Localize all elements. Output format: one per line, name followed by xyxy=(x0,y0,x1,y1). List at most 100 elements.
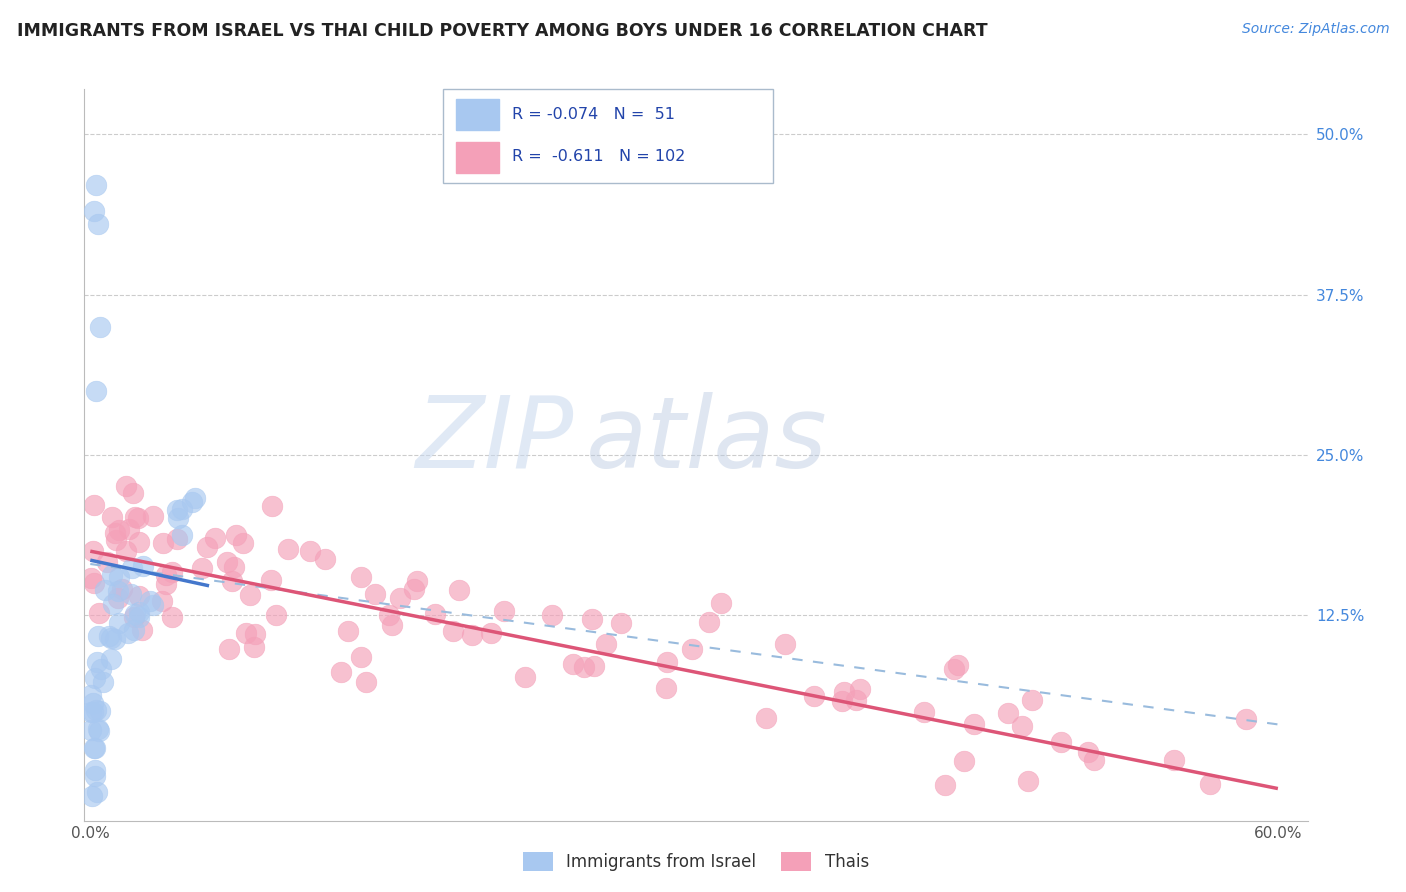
Text: atlas: atlas xyxy=(586,392,828,489)
Point xyxy=(128,605,150,619)
Point xyxy=(260,499,283,513)
Point xyxy=(243,627,266,641)
Point xyxy=(381,618,404,632)
Point xyxy=(217,555,239,569)
Point xyxy=(204,531,226,545)
Point xyxy=(128,535,150,549)
Point xyxy=(96,555,118,569)
Point xyxy=(172,501,194,516)
Point xyxy=(124,607,146,621)
FancyBboxPatch shape xyxy=(443,89,773,183)
Point xyxy=(118,522,141,536)
Point xyxy=(107,583,129,598)
Point xyxy=(139,594,162,608)
Point xyxy=(195,541,218,555)
Point xyxy=(952,754,974,768)
Point xyxy=(170,528,193,542)
Point xyxy=(91,674,114,689)
Point xyxy=(655,681,678,695)
Point xyxy=(423,607,446,622)
Point xyxy=(104,632,127,647)
Point xyxy=(117,626,139,640)
Point xyxy=(221,574,243,589)
Point xyxy=(349,570,371,584)
Point xyxy=(155,577,177,591)
Point xyxy=(225,528,247,542)
Point xyxy=(87,629,110,643)
Point xyxy=(184,491,207,505)
Point xyxy=(402,582,425,596)
Point xyxy=(87,217,110,231)
Point xyxy=(111,582,134,596)
Point xyxy=(710,596,733,610)
Point xyxy=(83,740,105,755)
Point xyxy=(80,723,103,737)
Point xyxy=(82,705,104,719)
Point xyxy=(83,499,105,513)
Point xyxy=(89,319,111,334)
Point xyxy=(107,591,129,605)
Text: Source: ZipAtlas.com: Source: ZipAtlas.com xyxy=(1241,22,1389,37)
Point xyxy=(122,610,145,624)
Point xyxy=(447,583,470,598)
Point xyxy=(572,659,595,673)
Point xyxy=(115,479,138,493)
Point xyxy=(963,716,986,731)
Point xyxy=(1017,774,1039,789)
Point xyxy=(912,705,935,719)
Point xyxy=(127,511,149,525)
Point xyxy=(80,571,103,585)
Point xyxy=(84,703,107,717)
Point xyxy=(224,559,246,574)
Point xyxy=(82,789,104,803)
Point xyxy=(354,675,377,690)
Point xyxy=(277,542,299,557)
Point xyxy=(94,582,117,597)
Point xyxy=(131,558,153,573)
Point xyxy=(218,641,240,656)
Point xyxy=(103,597,125,611)
Bar xyxy=(456,98,499,130)
Point xyxy=(363,587,385,601)
Point xyxy=(89,704,111,718)
Point xyxy=(298,543,321,558)
Point xyxy=(191,560,214,574)
Point xyxy=(610,616,633,631)
Point xyxy=(513,670,536,684)
Point xyxy=(479,626,502,640)
Point xyxy=(562,657,585,671)
Point xyxy=(378,607,401,622)
Point xyxy=(90,662,112,676)
Point xyxy=(142,598,165,612)
Point xyxy=(87,606,110,620)
Point xyxy=(1234,712,1257,726)
Point xyxy=(581,612,603,626)
Point xyxy=(181,495,204,509)
Point xyxy=(162,565,184,579)
Point xyxy=(166,533,188,547)
Point xyxy=(349,650,371,665)
Point xyxy=(100,652,122,666)
Point xyxy=(101,568,124,582)
Point xyxy=(329,665,352,679)
Point xyxy=(773,637,796,651)
Point xyxy=(405,574,427,589)
Point xyxy=(1021,693,1043,707)
Point xyxy=(461,628,484,642)
Point xyxy=(84,671,107,685)
Point xyxy=(1163,753,1185,767)
Point xyxy=(166,503,188,517)
Point xyxy=(83,763,105,777)
Point xyxy=(83,740,105,755)
Point xyxy=(1049,735,1071,749)
Point xyxy=(86,785,108,799)
Point xyxy=(831,694,853,708)
Text: R =  -0.611   N = 102: R = -0.611 N = 102 xyxy=(512,149,686,164)
Point xyxy=(337,624,360,638)
Point xyxy=(121,561,143,575)
Point xyxy=(107,523,129,537)
Point xyxy=(1011,719,1033,733)
Point xyxy=(82,544,104,558)
Point xyxy=(242,640,264,654)
Point xyxy=(80,705,103,719)
